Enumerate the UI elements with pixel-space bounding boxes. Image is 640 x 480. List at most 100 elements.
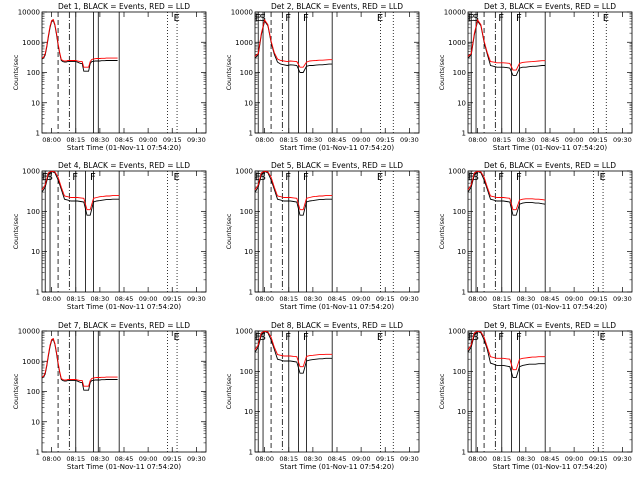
y-tick-label: 1 [462,449,466,457]
x-axis-label: Start Time (01-Nov-11 07:54:20) [280,144,394,152]
y-tick-label: 1000 [448,39,466,47]
y-axis-label: Counts/sec [225,54,233,90]
plot-frame [467,170,633,293]
x-tick-label: 09:00 [352,136,371,144]
y-tick-label: 10000 [444,9,466,17]
y-axis-label: Counts/sec [225,373,233,409]
y-axis-label: Counts/sec [12,373,20,409]
x-axis-label: Start Time (01-Nov-11 07:54:20) [493,463,607,471]
x-tick-label: 08:00 [255,136,274,144]
y-tick-label: 1000 [235,168,253,176]
y-tick-label: 1000 [22,168,40,176]
x-tick-label: 08:30 [304,295,323,303]
y-tick-label: 1 [249,130,253,138]
event-marker-label: S [473,172,479,183]
plot-frame [467,11,633,134]
chart-title: Det 5, BLACK = Events, RED = LLD [271,161,403,170]
y-axis-label: Counts/sec [12,54,20,90]
x-tick-label: 08:30 [517,136,536,144]
x-tick-label: 09:30 [187,136,206,144]
y-tick-label: 1000 [22,39,40,47]
y-tick-label: 100 [27,208,40,216]
x-tick-label: 09:15 [163,455,182,463]
event-marker-label: F [72,172,78,183]
events-series-line [467,170,546,216]
plot-frame [41,330,207,453]
events-series-line [254,20,333,73]
x-tick-label: 09:15 [589,455,608,463]
x-tick-label: 09:00 [139,455,158,463]
x-tick-label: 08:00 [42,136,61,144]
y-tick-label: 10 [457,99,466,107]
event-marker-label: F [516,332,522,343]
lld-series-line [41,18,118,68]
x-tick-label: 09:00 [139,295,158,303]
y-axis-label: Counts/sec [225,213,233,249]
events-series-line [41,338,118,391]
x-tick-label: 08:00 [255,295,274,303]
chart-panel: Det 2, BLACK = Events, RED = LLD 1 10 100 10… [225,2,420,152]
x-tick-label: 08:45 [115,136,134,144]
y-tick-label: 10 [31,418,40,426]
x-axis-label: Start Time (01-Nov-11 07:54:20) [67,303,181,311]
y-tick-label: 1 [36,449,40,457]
events-series-line [41,19,118,72]
x-axis-label: Start Time (01-Nov-11 07:54:20) [493,303,607,311]
y-axis-label: Counts/sec [438,373,446,409]
lld-series-line [467,170,546,211]
y-tick-label: 100 [240,69,253,77]
plot-frame [254,170,420,293]
x-tick-label: 08:15 [66,136,85,144]
x-tick-label: 08:00 [42,455,61,463]
y-tick-label: 10 [244,248,253,256]
event-marker-label: F [498,13,504,24]
event-marker-label: S [473,332,479,343]
y-tick-label: 10 [457,248,466,256]
event-marker-label: E [377,172,383,183]
lld-series-line [41,337,118,387]
x-tick-label: 09:15 [376,295,395,303]
event-marker-label: F [285,172,291,183]
x-tick-label: 08:45 [541,455,560,463]
x-axis-label: Start Time (01-Nov-11 07:54:20) [280,303,394,311]
event-marker-label: S [260,332,266,343]
events-series-line [467,20,546,76]
y-tick-label: 100 [453,208,466,216]
x-tick-label: 08:15 [279,136,298,144]
y-tick-label: 1 [36,289,40,297]
x-tick-label: 09:30 [400,455,419,463]
x-tick-label: 09:00 [565,455,584,463]
y-tick-label: 1 [36,130,40,138]
plot-frame [467,330,633,453]
events-series-line [254,330,333,374]
x-tick-label: 09:15 [163,136,182,144]
y-tick-label: 1000 [448,328,466,336]
x-tick-label: 08:30 [91,136,110,144]
event-marker-label: F [516,13,522,24]
x-tick-label: 08:15 [279,455,298,463]
chart-panel: Det 4, BLACK = Events, RED = LLD 1 10 100 10… [12,161,207,311]
event-marker-label: F [285,13,291,24]
y-tick-label: 10000 [231,9,253,17]
y-tick-label: 10000 [18,328,40,336]
x-axis-label: Start Time (01-Nov-11 07:54:20) [280,463,394,471]
x-tick-label: 08:15 [492,136,511,144]
x-tick-label: 08:45 [328,295,347,303]
y-axis-label: Counts/sec [12,213,20,249]
chart-title: Det 1, BLACK = Events, RED = LLD [58,2,190,11]
lld-series-line [467,18,546,71]
event-marker-label: S [473,13,479,24]
x-tick-label: 09:30 [187,295,206,303]
y-tick-label: 100 [27,69,40,77]
y-tick-label: 10 [457,408,466,416]
event-marker-label: S [260,172,266,183]
x-tick-label: 09:15 [376,455,395,463]
x-axis-label: Start Time (01-Nov-11 07:54:20) [493,144,607,152]
event-marker-label: E [42,172,48,183]
y-tick-label: 1000 [235,39,253,47]
x-tick-label: 08:30 [91,455,110,463]
y-tick-label: 1 [462,289,466,297]
x-tick-label: 09:30 [187,455,206,463]
event-marker-label: E [174,332,180,343]
x-tick-label: 09:30 [400,136,419,144]
